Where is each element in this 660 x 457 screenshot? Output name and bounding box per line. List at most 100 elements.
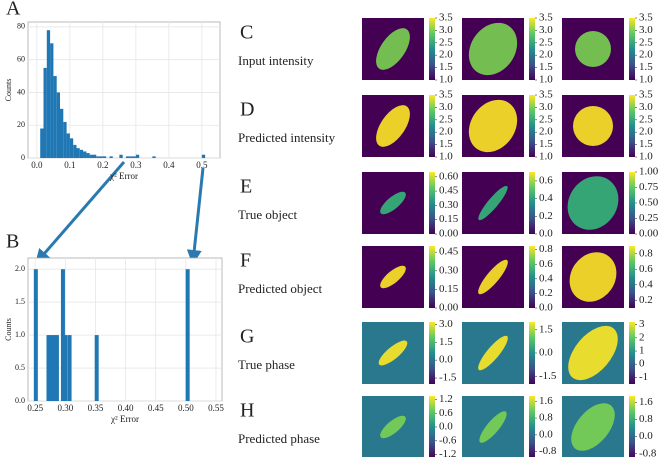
colorbar [429,246,435,308]
colorbar-tick-label: 0.4 [539,272,553,284]
row-letter: H [240,400,254,422]
colorbar [629,246,635,308]
x-axis-label: χ² Error [110,414,139,424]
colorbar [429,95,435,157]
colorbar [629,172,635,234]
bar [102,156,107,158]
bar [46,335,51,401]
row-label: Predicted object [238,281,322,296]
colorbar [629,18,635,80]
panel-letter: A [6,0,21,20]
colorbar-tick-label: 3.5 [439,89,453,101]
colorbar-tick-label: 3.5 [439,12,453,24]
colorbar-tick-label: -1.5 [439,372,457,384]
x-tick-label: 0.25 [27,403,43,413]
colorbar [529,322,535,384]
colorbar-tick-label: 0.75 [639,181,659,193]
image-feature [568,325,618,381]
colorbar-tick-label: 0.8 [539,412,553,424]
colorbar-tick-label: 2 [639,331,645,343]
colorbar-tick-label: 0.30 [439,264,459,276]
colorbar-tick-label: 3.0 [439,318,453,330]
y-axis-label: Counts [4,79,13,102]
x-tick-label: 0.55 [208,403,224,413]
colorbar-tick-label: 1.5 [639,138,653,150]
image-feature [573,106,613,146]
row-letter: E [240,176,252,198]
x-tick-label: 0.50 [178,403,194,413]
colorbar-tick-label: 3.5 [539,12,553,24]
image-feature [380,191,406,215]
x-tick-label: 0.5 [196,160,208,170]
colorbar-tick-label: -1 [639,371,648,383]
colorbar [529,246,535,308]
colorbar-tick-label: 1.0 [539,74,553,86]
colorbar-tick-label: 2.0 [639,49,653,61]
y-tick-label: 20 [17,120,25,129]
colorbar [629,95,635,157]
y-tick-label: 40 [17,87,25,96]
row-label: True phase [238,357,295,372]
colorbar [529,18,535,80]
colorbar-tick-label: 3.0 [439,24,453,36]
colorbar-tick-label: 2.0 [439,49,453,61]
colorbar-tick-label: 0.4 [539,192,553,204]
y-tick-label: 2.0 [15,264,25,273]
bar [33,269,38,401]
colorbar-tick-label: 0.2 [539,287,553,299]
colorbar [429,322,435,384]
colorbar-tick-label: 0.6 [439,407,453,419]
image-feature [478,185,508,221]
bar [89,154,93,158]
image-feature [468,99,518,153]
colorbar-tick-label: 1.6 [639,396,653,408]
bar [92,154,97,158]
panel-letter: B [6,231,19,253]
image-feature [567,176,619,230]
bar [46,30,51,158]
colorbar-tick-label: 2.0 [539,49,553,61]
row-label: True object [238,207,297,222]
colorbar-tick-label: 1.5 [439,61,453,73]
bar [129,156,133,158]
colorbar-tick-label: 2.5 [539,36,553,48]
colorbar-tick-label: 0.15 [439,213,459,225]
row-letter: F [240,250,251,272]
colorbar-tick-label: 2.0 [539,126,553,138]
bar [53,76,57,158]
bar [94,335,99,401]
row-label: Predicted phase [238,431,320,446]
x-tick-label: 0.1 [64,160,75,170]
image-feature [575,31,611,67]
bar [66,133,70,158]
colorbar-tick-label: 1.0 [639,151,653,163]
colorbar-tick-label: -0.8 [639,447,657,457]
x-tick-label: 0.4 [163,160,175,170]
x-axis-label: χ² Error [109,171,138,181]
bar [52,335,57,401]
y-tick-label: 1.0 [15,330,25,339]
colorbar-tick-label: 0.45 [439,185,459,197]
image-feature [376,105,410,147]
colorbar-tick-label: 0.6 [639,263,653,275]
colorbar-tick-label: 2.5 [439,113,453,125]
colorbar-tick-label: 1.00 [639,166,659,178]
x-tick-label: 0.45 [148,403,164,413]
plot-frame [27,257,223,402]
colorbar [529,396,535,457]
bar [43,67,47,158]
bar [109,156,113,158]
colorbar-tick-label: 1.2 [439,393,453,405]
row-letter: D [240,99,254,121]
bar [185,269,190,401]
x-tick-label: 0.30 [57,403,73,413]
bar [48,335,53,401]
bar [135,154,140,158]
image-feature [380,415,406,439]
bar [50,43,54,158]
colorbar-tick-label: 0 [639,358,645,370]
y-tick-label: 0.5 [15,363,25,372]
colorbar-tick-label: 0.0 [439,421,453,433]
bar [125,156,130,158]
